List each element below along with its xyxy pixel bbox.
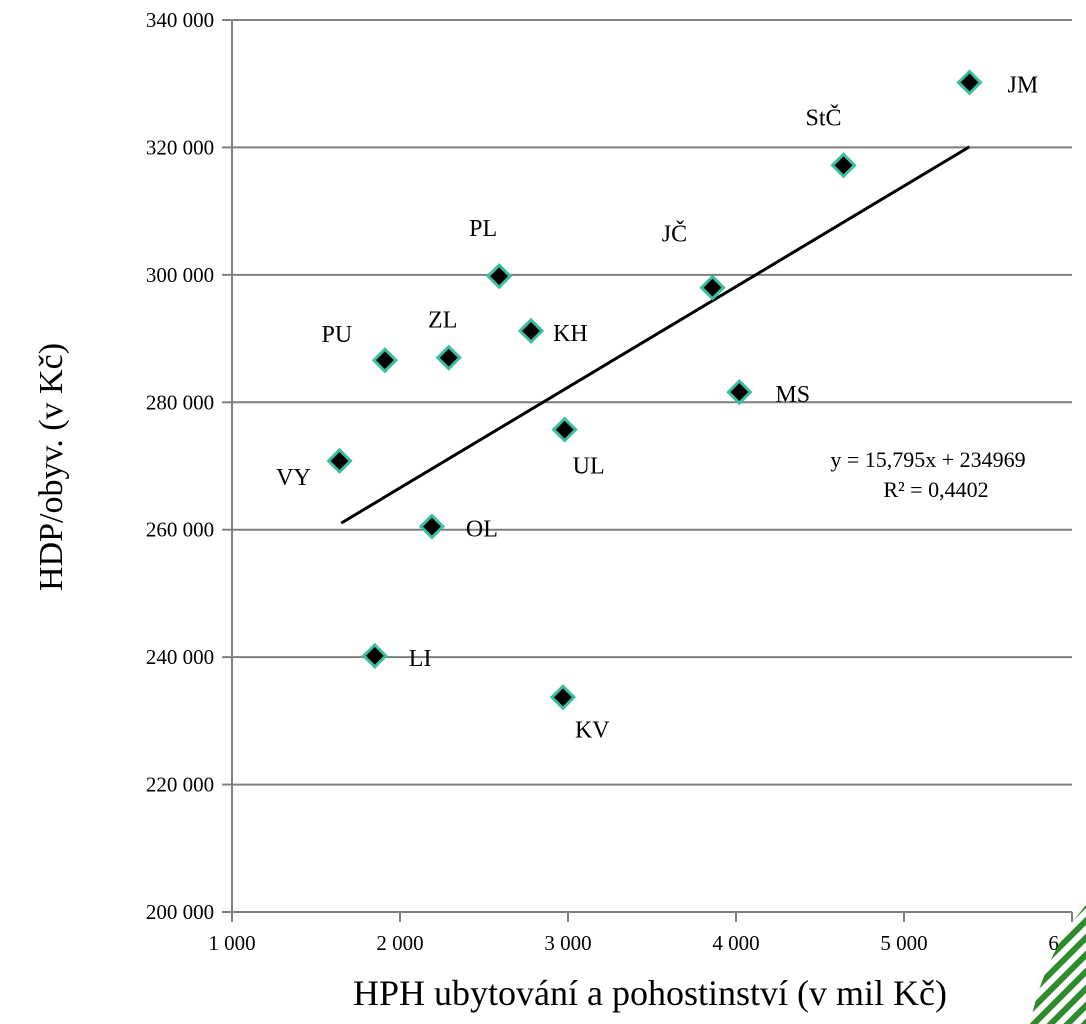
corner-hatch-decoration [1030,905,1086,1024]
data-point-marker [326,447,353,475]
y-tick-labels: 200 000 220 000 240 000 260 000 280 000 300 0… [146,8,214,924]
data-point-label: VY [276,465,311,491]
trendline-path [340,145,971,525]
data-point-marker [517,317,545,345]
x-axis-title: HPH ubytování a pohostinství (v mil Kč) [353,973,947,1013]
data-point-marker [830,152,857,179]
data-points [326,69,983,711]
data-point-marker [485,263,513,290]
data-point-marker [956,69,983,96]
data-point-label: LI [409,646,432,672]
y-tick-label: 280 000 [146,390,214,414]
data-point-marker [726,378,753,406]
data-point-marker [418,513,446,540]
axes [222,19,1073,922]
data-point-label: OL [466,517,498,543]
data-point-label: JM [1008,72,1039,98]
x-tick-label: 4 000 [712,931,759,955]
gridlines [232,19,1072,786]
data-point-marker [551,416,578,443]
y-tick-label: 320 000 [146,135,214,159]
y-tick-label: 260 000 [146,518,214,542]
data-point-label: PU [322,322,353,348]
data-point-label: KV [575,717,610,743]
y-tick-label: 340 000 [146,8,214,32]
trendline-r-squared: R² = 0,4402 [883,477,988,502]
data-point-label: PL [469,216,497,242]
y-axis-title: HDP/obyv. (v Kč) [33,343,70,591]
x-tick-label: 5 000 [880,931,927,955]
data-point-label: KH [553,321,588,347]
x-tick-label: 3 000 [544,931,591,955]
x-tick-label: 1 000 [208,931,255,955]
y-tick-label: 220 000 [146,773,214,797]
data-point-label: ZL [428,308,457,334]
y-tick-label: 240 000 [146,645,214,669]
data-point-label: MS [775,382,810,408]
data-point-label: JČ [662,221,687,248]
trendline-equation: y = 15,795x + 234969 [830,447,1025,472]
y-tick-label: 200 000 [146,900,214,924]
y-tick-label: 300 000 [146,263,214,287]
data-point-label: StČ [806,104,842,131]
data-point-marker [699,274,726,301]
data-point-marker [361,642,388,669]
data-point-marker [549,684,577,711]
data-point-marker [371,347,399,374]
point-labels: JM StČ JČ PL KH ZL PU MS UL VY OL LI KV [276,72,1038,743]
trendline [340,145,971,525]
x-tick-label: 2 000 [376,931,423,955]
data-point-marker [435,344,462,371]
data-point-label: UL [573,454,605,480]
